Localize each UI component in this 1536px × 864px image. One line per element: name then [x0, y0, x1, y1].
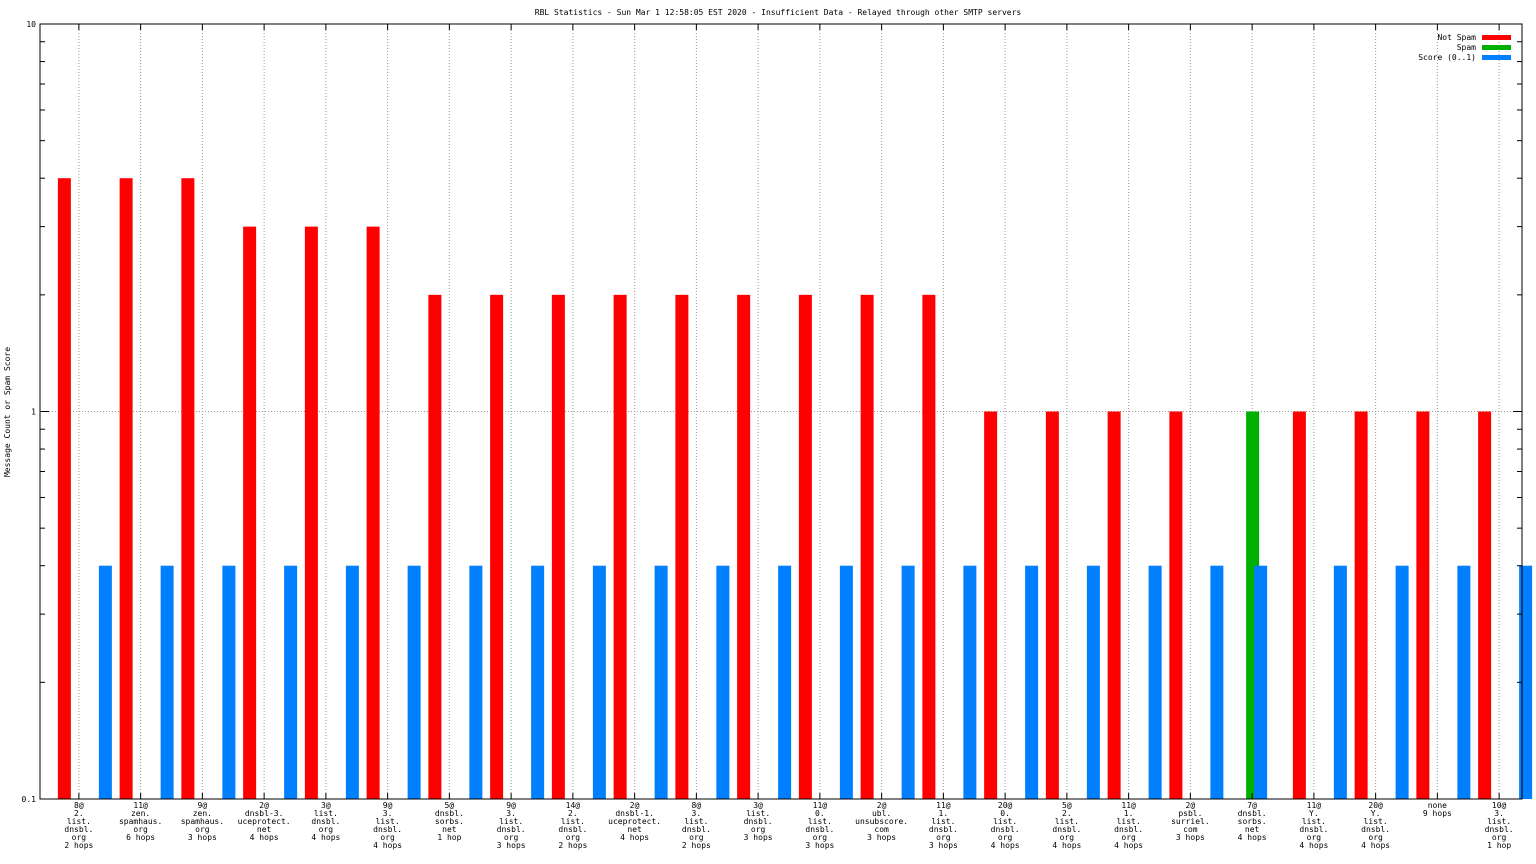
x-tick-label: 9@ zen. spamhaus. org 3 hops [181, 801, 224, 842]
bar-not-spam [860, 294, 874, 799]
bar-not-spam [737, 294, 751, 799]
x-tick-label: 8@ 3. list. dnsbl. org 2 hops [682, 801, 711, 850]
x-tick-label: 11@ 1. list. dnsbl. org 4 hops [1114, 801, 1143, 850]
x-tick-label: 9@ 3. list. dnsbl. org 4 hops [373, 801, 402, 850]
legend-swatch [1482, 55, 1511, 60]
bar-score-0-1 [160, 565, 174, 799]
x-tick-label: none 9 hops [1423, 801, 1452, 818]
bar-not-spam [675, 294, 689, 799]
bar-not-spam [1478, 411, 1492, 799]
bar-not-spam [490, 294, 504, 799]
bar-score-0-1 [345, 565, 359, 799]
bar-not-spam [551, 294, 565, 799]
legend-swatch [1482, 45, 1511, 50]
x-tick-label: 3@ list. dnsbl. org 3 hops [744, 801, 773, 842]
bar-score-0-1 [716, 565, 730, 799]
x-tick-label: 10@ 3. list. dnsbl. org 1 hop [1485, 801, 1514, 850]
bar-score-0-1 [654, 565, 668, 799]
bar-not-spam [243, 226, 257, 800]
x-tick-label: 14@ 2. list. dnsbl. org 2 hops [558, 801, 587, 850]
x-tick-label: 2@ dnsbl-3. uceprotect. net 4 hops [238, 801, 291, 842]
chart-title: RBL Statistics - Sun Mar 1 12:58:05 EST … [535, 8, 1022, 17]
bar-score-0-1 [1457, 565, 1471, 799]
bar-not-spam [1416, 411, 1430, 799]
bar-score-0-1 [839, 565, 853, 799]
bar-score-0-1 [1254, 565, 1268, 799]
bar-not-spam [181, 178, 195, 799]
bar-score-0-1 [778, 565, 792, 799]
bar-score-0-1 [901, 565, 915, 799]
bar-score-0-1 [469, 565, 483, 799]
bar-not-spam [428, 294, 442, 799]
bar-score-0-1 [1148, 565, 1162, 799]
x-tick-label: 5@ 2. list. dnsbl. org 4 hops [1052, 801, 1081, 850]
x-tick-label: 11@ 0. list. dnsbl. org 3 hops [805, 801, 834, 850]
legend-label: Not Spam [1437, 33, 1476, 42]
bar-score-0-1 [284, 565, 298, 799]
x-tick-label: 8@ 2. list. dnsbl. org 2 hops [64, 801, 93, 850]
bar-not-spam [1169, 411, 1183, 799]
bar-not-spam [304, 226, 318, 800]
bar-not-spam [1045, 411, 1059, 799]
bar-score-0-1 [407, 565, 421, 799]
bar-score-0-1 [531, 565, 545, 799]
bar-not-spam [57, 178, 71, 799]
bar-score-0-1 [963, 565, 977, 799]
bar-not-spam [1354, 411, 1368, 799]
bar-score-0-1 [1086, 565, 1100, 799]
y-axis-label: Message Count or Spam Score [3, 347, 12, 477]
bars [57, 178, 1533, 800]
bar-score-0-1 [222, 565, 236, 799]
axis-ticks: 10 1 0.1 8@ 2. list. dnsbl. org 2 hops 11@ zen. spa… [22, 20, 1522, 850]
legend-label: Spam [1457, 43, 1476, 52]
legend-swatch [1482, 35, 1511, 40]
bar-score-0-1 [1395, 565, 1409, 799]
legend-label: Score (0..1) [1418, 53, 1476, 62]
bar-not-spam [119, 178, 133, 799]
x-tick-label: 11@ 1. list. dnsbl. org 3 hops [929, 801, 958, 850]
x-tick-label: 2@ psbl. surriel. com 3 hops [1171, 801, 1210, 842]
x-tick-label: 5@ dnsbl. sorbs. net 1 hop [435, 801, 464, 842]
bar-not-spam [798, 294, 812, 799]
bar-not-spam [922, 294, 936, 799]
bar-score-0-1 [1025, 565, 1039, 799]
bar-score-0-1 [592, 565, 606, 799]
y-tick-label: 0.1 [22, 795, 37, 804]
y-tick-label: 1 [31, 408, 36, 417]
x-tick-label: 2@ ubl. unsubscore. com 3 hops [855, 801, 908, 842]
bar-not-spam [1107, 411, 1121, 799]
x-tick-label: 9@ 3. list. dnsbl. org 3 hops [497, 801, 526, 850]
x-tick-label: 3@ list. dnsbl. org 4 hops [311, 801, 340, 842]
bar-score-0-1 [1333, 565, 1347, 799]
bar-not-spam [984, 411, 998, 799]
bar-not-spam [1292, 411, 1306, 799]
x-tick-label: 11@ Y. list. dnsbl. org 4 hops [1299, 801, 1328, 850]
x-tick-label: 20@ 0. list. dnsbl. org 4 hops [991, 801, 1020, 850]
x-tick-label: 2@ dnsbl-1. uceprotect. net 4 hops [608, 801, 661, 842]
bar-score-0-1 [1210, 565, 1224, 799]
y-tick-label: 10 [26, 20, 36, 29]
x-tick-label: 7@ dnsbl. sorbs. net 4 hops [1238, 801, 1267, 842]
bar-not-spam [613, 294, 627, 799]
bar-score-0-1 [98, 565, 112, 799]
x-tick-label: 11@ zen. spamhaus. org 6 hops [119, 801, 162, 842]
grid-lines [40, 24, 1522, 799]
x-tick-label: 20@ Y. list. dnsbl. org 4 hops [1361, 801, 1390, 850]
bar-not-spam [366, 226, 380, 800]
